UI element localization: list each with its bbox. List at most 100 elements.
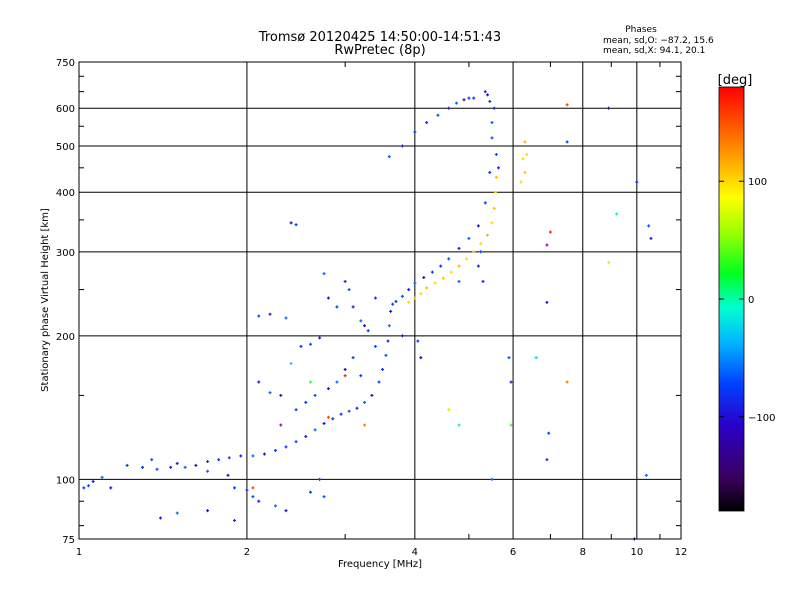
data-point-o (366, 329, 370, 333)
x-tick-label: 1 (76, 547, 82, 558)
data-point-o (109, 486, 113, 490)
data-point-o (400, 144, 404, 148)
data-point-o (481, 279, 485, 283)
data-point-o (299, 344, 303, 348)
data-point-o (239, 454, 243, 458)
plot-frame (78, 61, 682, 540)
data-point-o (318, 477, 322, 481)
data-point-outliers (289, 361, 293, 365)
data-point-o (483, 90, 487, 94)
data-point-o (400, 294, 404, 298)
data-point-o (644, 473, 648, 477)
data-point-o (257, 499, 261, 503)
x-tick-label: 2 (244, 547, 250, 558)
data-point-o (347, 409, 351, 413)
data-point-o (472, 96, 476, 100)
data-point-o (359, 319, 363, 323)
data-point-o (391, 302, 395, 306)
data-point-o (308, 342, 312, 346)
data-point-x (523, 140, 527, 144)
data-point-o (389, 309, 393, 313)
data-point-o (359, 374, 363, 378)
data-point-o (647, 224, 651, 228)
data-point-outliers (326, 415, 330, 419)
data-point-o (351, 305, 355, 309)
data-point-o (206, 469, 210, 473)
data-point-x (486, 233, 490, 237)
data-point-x (449, 270, 453, 274)
data-point-outliers (545, 243, 549, 247)
y-tick-label: 600 (56, 104, 75, 115)
data-point-o (313, 428, 317, 432)
data-point-o (355, 406, 359, 410)
data-point-o (607, 106, 611, 110)
data-point-o (467, 96, 471, 100)
data-point-x (493, 190, 497, 194)
data-point-o (308, 490, 312, 494)
colorbar-tick-label: 100 (748, 177, 767, 188)
data-point-o (343, 279, 347, 283)
data-point-o (335, 305, 339, 309)
x-tick-label: 12 (675, 547, 688, 558)
data-point-o (175, 461, 179, 465)
y-tick-label: 75 (62, 535, 75, 546)
colorbar-label: [deg] (718, 73, 753, 88)
data-point-o (194, 463, 198, 467)
data-point-outliers (509, 423, 513, 427)
phases-title: Phases (625, 25, 657, 35)
x-tick-label: 8 (580, 547, 586, 558)
data-point-o (91, 479, 95, 483)
data-point-o (476, 264, 480, 268)
data-point-o (545, 300, 549, 304)
data-point-o (467, 236, 471, 240)
data-point-o (363, 324, 367, 328)
data-point-outliers (447, 408, 451, 412)
data-point-x (472, 250, 476, 254)
data-point-o (439, 264, 443, 268)
data-point-o (407, 288, 411, 292)
data-point-o (304, 435, 308, 439)
data-point-o (257, 380, 261, 384)
data-point-outliers (363, 423, 367, 427)
data-point-o (294, 223, 298, 227)
grid-lines (79, 62, 681, 539)
data-point-o (413, 281, 417, 285)
data-point-x (490, 221, 494, 225)
data-point-o (206, 460, 210, 464)
data-point-o (245, 488, 249, 492)
data-point-x (419, 292, 423, 296)
data-point-o (447, 106, 451, 110)
data-point-o (483, 201, 487, 205)
data-point-o (509, 380, 513, 384)
data-point-o (545, 458, 549, 462)
data-point-o (294, 440, 298, 444)
data-point-o (490, 136, 494, 140)
data-point-o (377, 380, 381, 384)
data-point-o (155, 467, 159, 471)
data-point-x (464, 257, 468, 261)
data-point-o (547, 431, 551, 435)
data-point-o (82, 486, 86, 490)
data-point-o (284, 445, 288, 449)
data-point-outliers (279, 423, 283, 427)
data-point-o (490, 477, 494, 481)
data-point-o (370, 393, 374, 397)
y-tick-label: 300 (56, 248, 75, 259)
data-point-o (169, 465, 173, 469)
data-point-outliers (457, 423, 461, 427)
x-axis-label: Frequency [MHz] (338, 559, 422, 570)
data-point-o (322, 495, 326, 499)
y-axis-ticks: 75 100 200 300 400 500 600 750 (56, 58, 681, 546)
data-point-o (457, 246, 461, 250)
y-tick-label: 750 (56, 58, 75, 69)
data-point-o (175, 511, 179, 515)
data-point-o (279, 393, 283, 397)
data-point-o (373, 296, 377, 300)
data-point-o (384, 353, 388, 357)
data-point-o (326, 296, 330, 300)
data-point-outliers (565, 103, 569, 107)
data-point-x (519, 180, 523, 184)
data-point-x (433, 281, 437, 285)
data-point-o (339, 412, 343, 416)
